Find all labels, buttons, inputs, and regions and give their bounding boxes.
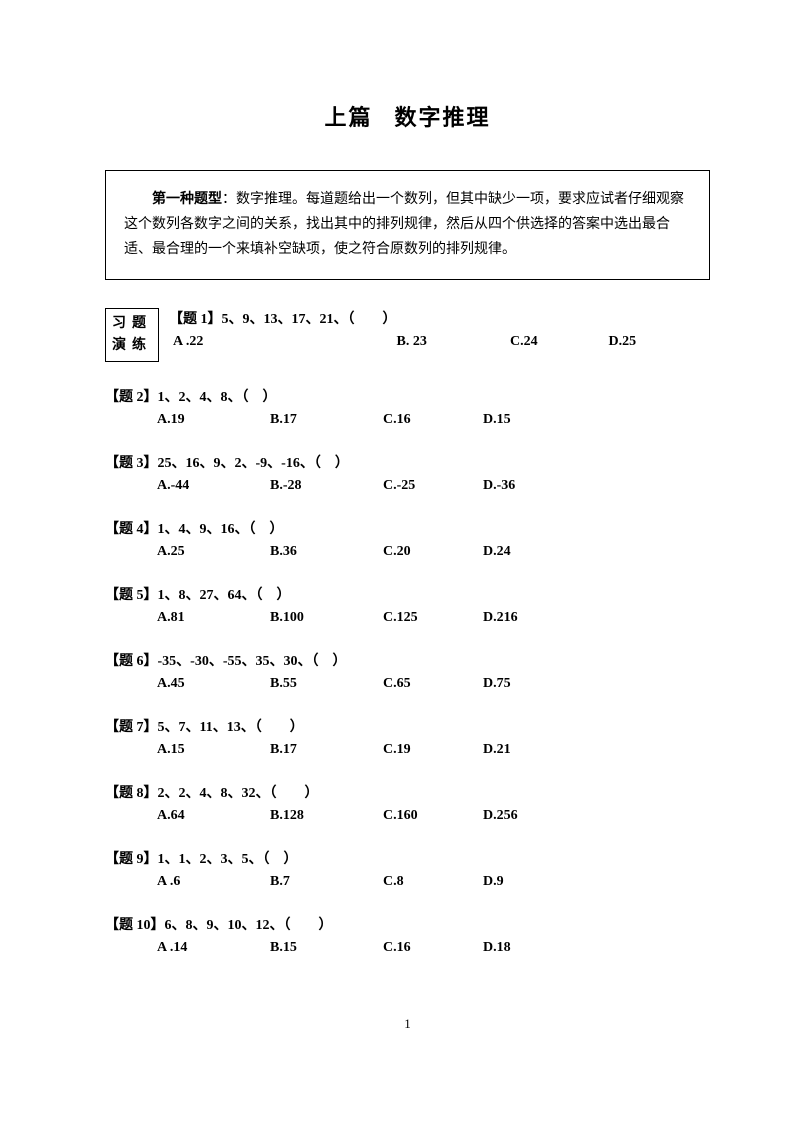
question-4: 【题 4】1、4、9、16、（ ） A.25B.36C.20D.24	[105, 518, 710, 560]
q10-option-b: B.15	[270, 940, 383, 956]
question-7: 【题 7】5、7、11、13、（ ） A.15B.17C.19D.21	[105, 716, 710, 758]
q2-option-d: D.15	[483, 412, 511, 428]
title-part2: 数字推理	[395, 105, 491, 130]
q10-option-d: D.18	[483, 940, 511, 956]
practice-line2: 演练	[112, 335, 152, 357]
q5-option-a: A.81	[157, 610, 270, 626]
q1-option-b: B. 23	[397, 334, 507, 350]
question-8: 【题 8】2、2、4、8、32、（ ） A.64B.128C.160D.256	[105, 782, 710, 824]
q5-option-d: D.216	[483, 610, 518, 626]
q1-option-a: A .22	[173, 334, 393, 350]
q1-option-c: C.24	[510, 334, 605, 350]
q8-option-c: C.160	[383, 808, 483, 824]
q7-option-d: D.21	[483, 742, 511, 758]
practice-line1: 习题	[112, 313, 152, 335]
q10-option-c: C.16	[383, 940, 483, 956]
q4-option-b: B.36	[270, 544, 383, 560]
page-number: 1	[105, 1016, 710, 1032]
q7-option-a: A.15	[157, 742, 270, 758]
q9-option-d: D.9	[483, 874, 504, 890]
q1-option-d: D.25	[609, 334, 637, 350]
q8-option-d: D.256	[483, 808, 518, 824]
question-5: 【题 5】1、8、27、64、（ ） A.81B.100C.125D.216	[105, 584, 710, 626]
q8-stem: 【题 8】2、2、4、8、32、（ ）	[105, 782, 710, 802]
q10-option-a: A .14	[157, 940, 270, 956]
q5-stem: 【题 5】1、8、27、64、（ ）	[105, 584, 710, 604]
q3-option-d: D.-36	[483, 478, 515, 494]
q6-option-a: A.45	[157, 676, 270, 692]
q9-option-a: A .6	[157, 874, 270, 890]
q2-option-b: B.17	[270, 412, 383, 428]
q8-option-a: A.64	[157, 808, 270, 824]
question-10: 【题 10】6、8、9、10、12、（ ） A .14B.15C.16D.18	[105, 914, 710, 956]
q9-stem: 【题 9】1、1、2、3、5、（ ）	[105, 848, 710, 868]
q4-stem: 【题 4】1、4、9、16、（ ）	[105, 518, 710, 538]
q6-stem: 【题 6】-35、-30、-55、35、30、（ ）	[105, 650, 710, 670]
intro-lead: 第一种题型	[152, 192, 222, 207]
question-6: 【题 6】-35、-30、-55、35、30、（ ） A.45B.55C.65D.…	[105, 650, 710, 692]
q3-stem: 【题 3】25、16、9、2、-9、-16、（ ）	[105, 452, 710, 472]
q7-option-b: B.17	[270, 742, 383, 758]
q9-option-b: B.7	[270, 874, 383, 890]
practice-box: 习题 演练	[105, 308, 159, 363]
q6-option-d: D.75	[483, 676, 511, 692]
page-title: 上篇数字推理	[105, 100, 710, 132]
q1-stem: 【题 1】5、9、13、17、21、（ ）	[169, 308, 710, 328]
question-2: 【题 2】1、2、4、8、（ ） A.19B.17C.16D.15	[105, 386, 710, 428]
question-1: 习题 演练 【题 1】5、9、13、17、21、（ ） A .22 B. 23 …	[105, 308, 710, 363]
intro-box: 第一种题型：数字推理。每道题给出一个数列，但其中缺少一项，要求应试者仔细观察这个…	[105, 170, 710, 280]
q6-option-b: B.55	[270, 676, 383, 692]
q2-option-a: A.19	[157, 412, 270, 428]
q5-option-c: C.125	[383, 610, 483, 626]
q5-option-b: B.100	[270, 610, 383, 626]
q8-option-b: B.128	[270, 808, 383, 824]
question-3: 【题 3】25、16、9、2、-9、-16、（ ） A.-44B.-28C.-25…	[105, 452, 710, 494]
q7-stem: 【题 7】5、7、11、13、（ ）	[105, 716, 710, 736]
q7-option-c: C.19	[383, 742, 483, 758]
q4-option-c: C.20	[383, 544, 483, 560]
q10-stem: 【题 10】6、8、9、10、12、（ ）	[105, 914, 710, 934]
q3-option-b: B.-28	[270, 478, 383, 494]
q3-option-a: A.-44	[157, 478, 270, 494]
q6-option-c: C.65	[383, 676, 483, 692]
q4-option-a: A.25	[157, 544, 270, 560]
title-part1: 上篇	[324, 105, 372, 130]
question-9: 【题 9】1、1、2、3、5、（ ） A .6B.7C.8D.9	[105, 848, 710, 890]
q2-option-c: C.16	[383, 412, 483, 428]
q3-option-c: C.-25	[383, 478, 483, 494]
q2-stem: 【题 2】1、2、4、8、（ ）	[105, 386, 710, 406]
q4-option-d: D.24	[483, 544, 511, 560]
q9-option-c: C.8	[383, 874, 483, 890]
